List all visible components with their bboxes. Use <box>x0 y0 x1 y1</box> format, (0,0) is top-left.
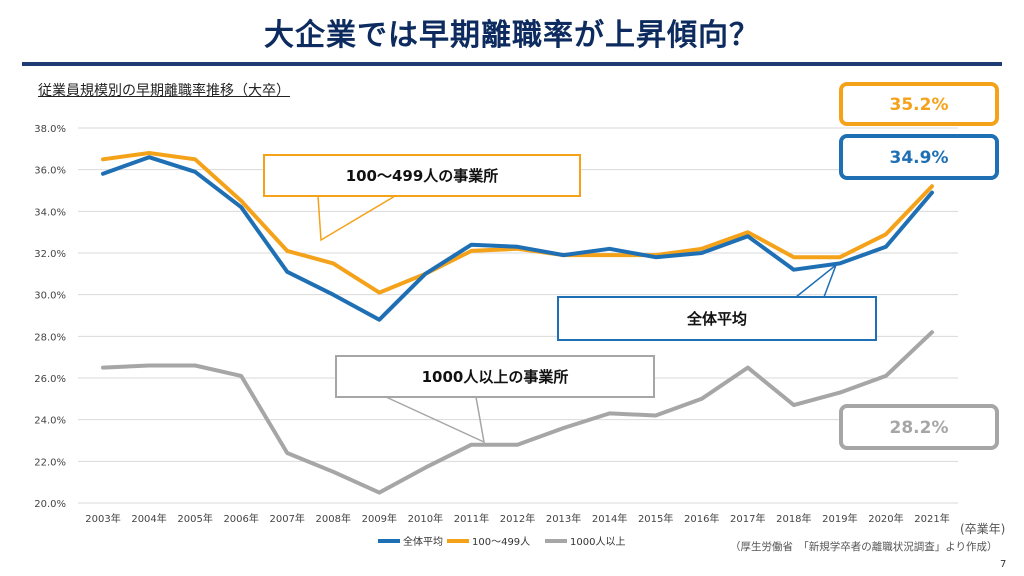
legend-label: 100～499人 <box>472 536 530 548</box>
x-tick-label: 2005年 <box>177 512 212 525</box>
y-tick-label: 22.0% <box>34 457 66 468</box>
y-tick-label: 24.0% <box>34 416 66 427</box>
y-tick-label: 36.0% <box>34 166 66 177</box>
mid-value-label: 35.2% <box>890 95 949 115</box>
overall-series-line <box>101 155 934 322</box>
x-tick-label: 2004年 <box>131 512 166 525</box>
page-number: 7 <box>1000 559 1007 570</box>
y-tick-label: 32.0% <box>34 249 66 260</box>
x-tick-label: 2008年 <box>316 512 351 525</box>
chart-subtitle: 従業員規模別の早期離職率推移（大卒） <box>38 83 290 99</box>
x-tick-label: 2009年 <box>362 512 397 525</box>
mid-callout-pointer <box>317 195 396 242</box>
overall-callout-label: 全体平均 <box>686 310 747 328</box>
overall-value-label: 34.9% <box>890 148 949 168</box>
page-title: 大企業では早期離職率が上昇傾向？ <box>264 18 760 53</box>
y-tick-label: 38.0% <box>34 124 66 135</box>
x-tick-label: 2020年 <box>868 512 903 525</box>
chart-legend: 全体平均 100～499人 1000人以上 <box>378 535 625 548</box>
x-tick-label: 2016年 <box>684 512 719 525</box>
x-tick-label: 2021年 <box>914 512 949 525</box>
y-tick-label: 30.0% <box>34 291 66 302</box>
large-callout-pointer <box>385 396 485 444</box>
legend-label: 1000人以上 <box>570 536 625 548</box>
x-tick-label: 2011年 <box>454 512 489 525</box>
overall-value-box <box>839 134 999 180</box>
large-callout-label: 1000人以上の事業所 <box>422 368 569 386</box>
large-callout-box <box>335 355 655 398</box>
x-tick-label: 2015年 <box>638 512 673 525</box>
x-tick-label: 2012年 <box>500 512 535 525</box>
x-axis-ticks: 2003年 2004年 2005年 2006年 2007年 2008年 2009年 2010年… <box>85 512 949 525</box>
x-tick-label: 2018年 <box>776 512 811 525</box>
x-tick-label: 2017年 <box>730 512 765 525</box>
x-tick-label: 2003年 <box>85 512 120 525</box>
x-tick-label: 2010年 <box>408 512 443 525</box>
y-tick-label: 20.0% <box>34 499 66 510</box>
x-tick-label: 2014年 <box>592 512 627 525</box>
legend-label: 全体平均 <box>403 535 443 548</box>
overall-callout-box <box>557 296 877 341</box>
large-series-line <box>101 330 934 495</box>
x-tick-label: 2013年 <box>546 512 581 525</box>
mid-callout-label: 100～499人の事業所 <box>346 167 499 185</box>
x-tick-label: 2019年 <box>822 512 857 525</box>
y-tick-label: 26.0% <box>34 374 66 385</box>
title-divider <box>22 62 1002 66</box>
y-tick-label: 28.0% <box>34 332 66 343</box>
mid-value-box <box>839 82 999 126</box>
source-note: （厚生労働省 「新規学卒者の離職状況調査」より作成） <box>730 541 998 553</box>
large-value-label: 28.2% <box>890 418 949 438</box>
y-axis-ticks: 20.0% 22.0% 24.0% 26.0% 28.0% 30.0% 32.0% 34.0%… <box>34 124 66 510</box>
x-axis-unit-label: (卒業年) <box>960 522 1006 536</box>
mid-callout-box <box>263 154 581 197</box>
large-value-box <box>839 404 999 450</box>
y-tick-label: 34.0% <box>34 207 66 218</box>
x-tick-label: 2006年 <box>223 512 258 525</box>
chart-series-lines <box>101 151 934 495</box>
x-tick-label: 2007年 <box>269 512 304 525</box>
